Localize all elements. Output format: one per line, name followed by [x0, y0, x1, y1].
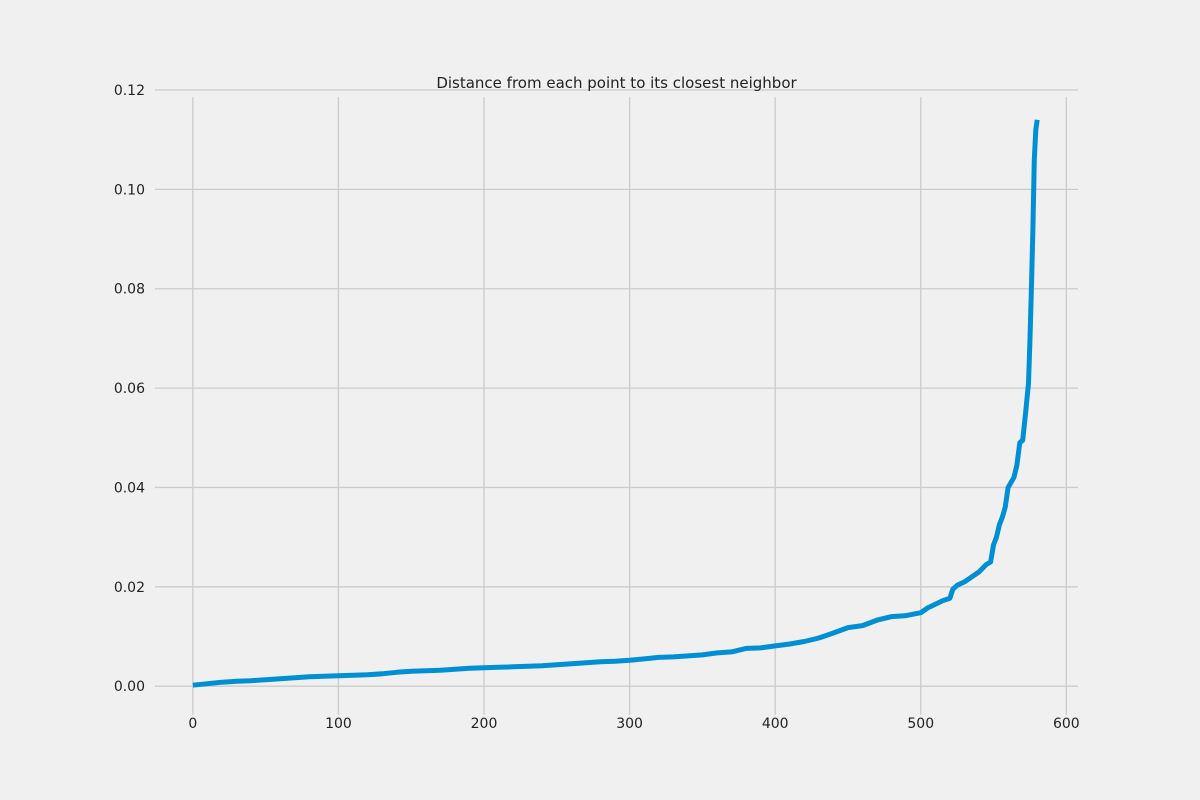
- x-tick-label: 300: [616, 716, 643, 732]
- x-tick-label: 500: [907, 716, 934, 732]
- y-tick-label: 0.00: [114, 679, 145, 695]
- x-tick-label: 200: [471, 716, 498, 732]
- y-tick-label: 0.10: [114, 182, 145, 198]
- x-tick-label: 100: [325, 716, 352, 732]
- y-tick-label: 0.06: [114, 381, 145, 397]
- y-tick-label: 0.02: [114, 580, 145, 596]
- chart-title: Distance from each point to its closest …: [436, 74, 797, 92]
- x-tick-label: 0: [188, 716, 197, 732]
- x-tick-label: 600: [1053, 716, 1080, 732]
- y-tick-label: 0.04: [114, 480, 145, 496]
- x-tick-label: 400: [762, 716, 789, 732]
- series-group: [192, 119, 1040, 688]
- y-tick-label: 0.12: [114, 83, 145, 99]
- series-line: [192, 119, 1040, 688]
- y-tick-label: 0.08: [114, 282, 145, 298]
- tick-labels: 0 100 200 300 400 500 600 0.00 0.02 0.04 0.06 0.08 0…: [114, 83, 1080, 732]
- grid: [155, 89, 1078, 715]
